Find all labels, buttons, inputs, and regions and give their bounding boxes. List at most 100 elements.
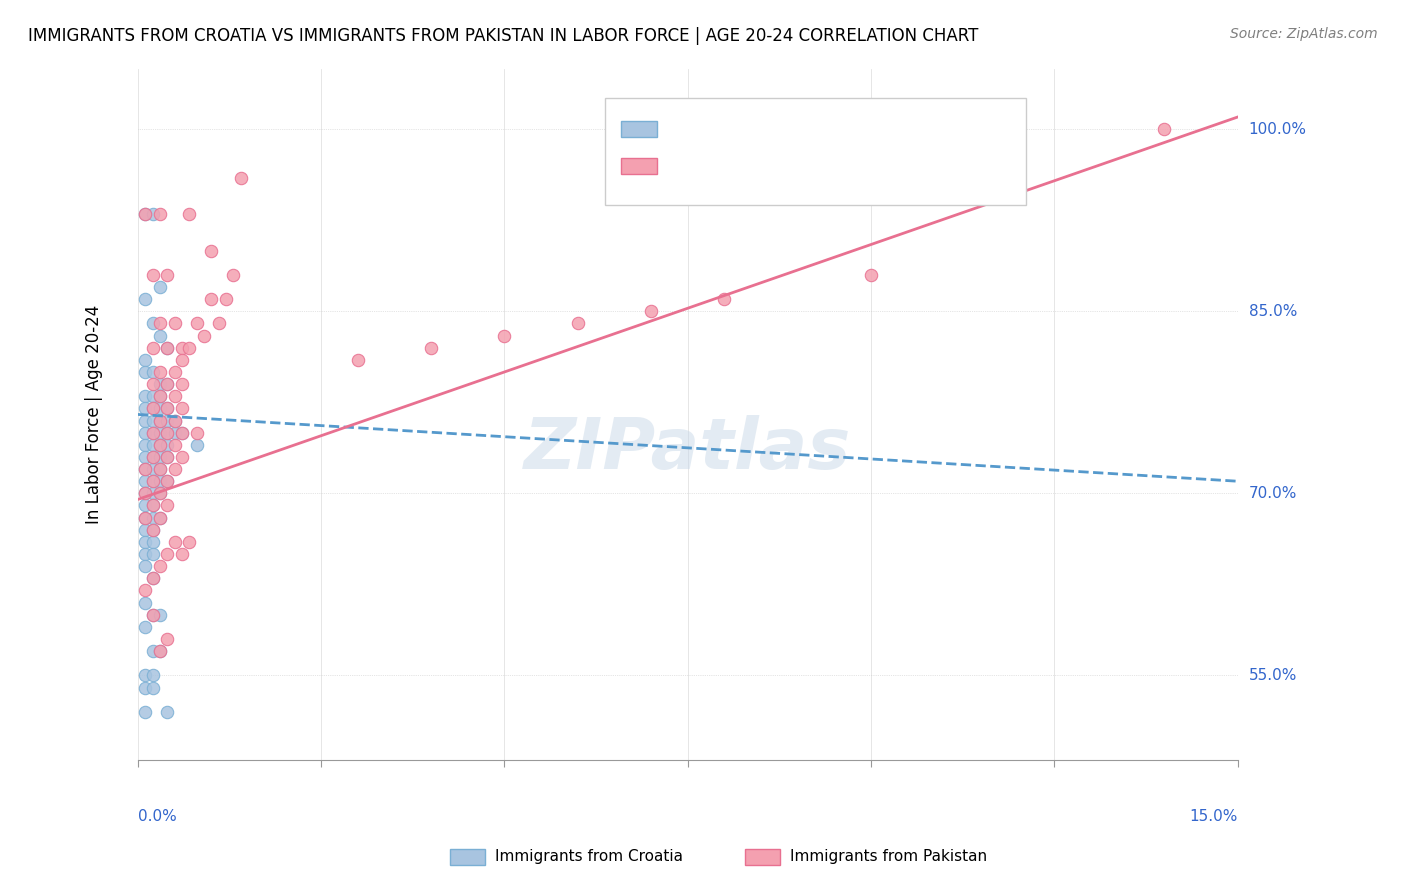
- Point: [420, 341, 443, 355]
- Point: [134, 510, 156, 524]
- Text: N =: N =: [780, 156, 820, 174]
- Point: [134, 462, 156, 476]
- Point: [494, 328, 516, 343]
- Point: [149, 328, 172, 343]
- Point: [149, 438, 172, 452]
- Point: [134, 535, 156, 549]
- Text: N =: N =: [780, 120, 820, 138]
- Point: [193, 328, 215, 343]
- Text: -0.039: -0.039: [714, 120, 779, 138]
- Point: [170, 377, 193, 392]
- Point: [170, 425, 193, 440]
- Point: [141, 486, 163, 500]
- Point: [134, 596, 156, 610]
- Point: [156, 425, 179, 440]
- Point: [141, 499, 163, 513]
- Point: [134, 583, 156, 598]
- Point: [134, 510, 156, 524]
- Point: [141, 547, 163, 561]
- Point: [156, 341, 179, 355]
- Text: 85.0%: 85.0%: [1249, 304, 1296, 318]
- Point: [141, 681, 163, 695]
- Point: [156, 474, 179, 488]
- Point: [179, 207, 201, 221]
- Point: [229, 170, 252, 185]
- Point: [163, 413, 186, 427]
- Point: [134, 365, 156, 379]
- Point: [156, 547, 179, 561]
- Point: [215, 292, 238, 306]
- Point: [134, 462, 156, 476]
- Text: In Labor Force | Age 20-24: In Labor Force | Age 20-24: [84, 305, 103, 524]
- Point: [141, 450, 163, 464]
- Point: [134, 486, 156, 500]
- Point: [163, 462, 186, 476]
- Point: [149, 401, 172, 416]
- Point: [141, 389, 163, 403]
- Point: [134, 668, 156, 682]
- Point: [163, 365, 186, 379]
- Text: ZIPatlas: ZIPatlas: [524, 415, 852, 483]
- Point: [222, 268, 245, 282]
- Point: [149, 462, 172, 476]
- Text: Immigrants from Croatia: Immigrants from Croatia: [495, 849, 683, 863]
- Point: [149, 389, 172, 403]
- Point: [149, 474, 172, 488]
- Point: [156, 632, 179, 646]
- Point: [179, 535, 201, 549]
- Point: [134, 559, 156, 574]
- Point: [163, 425, 186, 440]
- Point: [640, 304, 662, 318]
- Text: IMMIGRANTS FROM CROATIA VS IMMIGRANTS FROM PAKISTAN IN LABOR FORCE | AGE 20-24 C: IMMIGRANTS FROM CROATIA VS IMMIGRANTS FR…: [28, 27, 979, 45]
- Point: [149, 207, 172, 221]
- Point: [134, 207, 156, 221]
- Point: [134, 389, 156, 403]
- Point: [149, 425, 172, 440]
- Point: [141, 438, 163, 452]
- Text: 0.0%: 0.0%: [138, 809, 177, 824]
- Text: 55.0%: 55.0%: [1249, 668, 1296, 683]
- Point: [141, 474, 163, 488]
- Point: [141, 317, 163, 331]
- Point: [149, 389, 172, 403]
- Point: [141, 510, 163, 524]
- Point: [186, 425, 208, 440]
- Point: [149, 607, 172, 622]
- Point: [207, 317, 229, 331]
- Point: [141, 535, 163, 549]
- Point: [141, 523, 163, 537]
- Point: [149, 413, 172, 427]
- Point: [141, 474, 163, 488]
- Point: [141, 413, 163, 427]
- Point: [149, 377, 172, 392]
- Point: [163, 413, 186, 427]
- Point: [141, 401, 163, 416]
- Text: 74: 74: [830, 120, 855, 138]
- Point: [156, 401, 179, 416]
- Point: [200, 244, 222, 258]
- Point: [156, 438, 179, 452]
- Point: [141, 571, 163, 585]
- Point: [149, 365, 172, 379]
- Text: Source: ZipAtlas.com: Source: ZipAtlas.com: [1230, 27, 1378, 41]
- Point: [163, 389, 186, 403]
- Point: [134, 425, 156, 440]
- Point: [149, 486, 172, 500]
- Point: [134, 705, 156, 719]
- Point: [156, 450, 179, 464]
- Text: 15.0%: 15.0%: [1189, 809, 1237, 824]
- Point: [156, 401, 179, 416]
- Point: [134, 401, 156, 416]
- Point: [156, 341, 179, 355]
- Point: [141, 450, 163, 464]
- Point: [141, 462, 163, 476]
- Point: [149, 317, 172, 331]
- Text: 0.586: 0.586: [714, 156, 772, 174]
- Point: [141, 607, 163, 622]
- Point: [134, 474, 156, 488]
- Point: [346, 352, 368, 367]
- Point: [200, 292, 222, 306]
- Point: [134, 352, 156, 367]
- Point: [141, 365, 163, 379]
- Point: [149, 486, 172, 500]
